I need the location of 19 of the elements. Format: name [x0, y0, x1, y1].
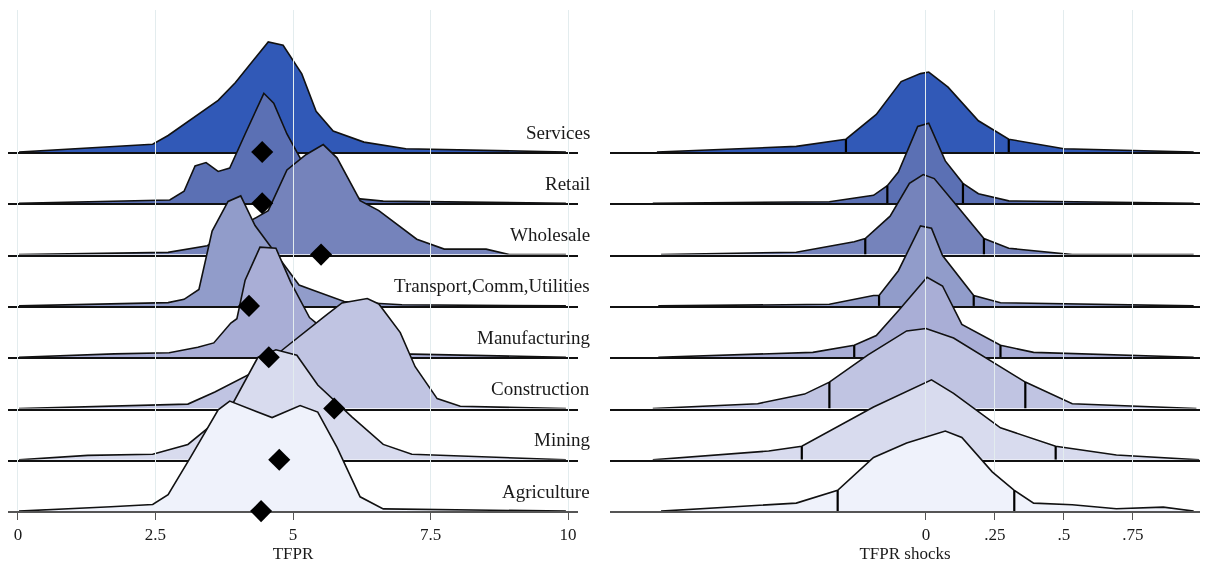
x-tick-label: 2.5 — [144, 525, 167, 545]
series-label: Wholesale — [510, 224, 591, 245]
x-tick-label: 0 — [13, 525, 23, 545]
x-tick-label: 5 — [288, 525, 298, 545]
series-label: Mining — [534, 429, 591, 450]
series-label: Manufacturing — [477, 327, 591, 348]
x-tick-label: 7.5 — [419, 525, 442, 545]
x-tick-label: 10 — [559, 525, 577, 545]
series-label: Agriculture — [502, 481, 590, 502]
series-label: Services — [526, 122, 591, 143]
x-axis-title: TFPR shocks — [859, 544, 951, 564]
x-tick-label: .75 — [1122, 525, 1144, 545]
x-axis-title: TFPR — [272, 544, 314, 564]
x-tick-label: 0 — [921, 525, 931, 545]
series-label: Transport,Comm,Utilities — [394, 275, 590, 296]
series-label: Construction — [491, 378, 590, 399]
x-tick-label: .5 — [1057, 525, 1071, 545]
series-label: Retail — [545, 173, 591, 194]
x-tick-label: .25 — [984, 525, 1006, 545]
